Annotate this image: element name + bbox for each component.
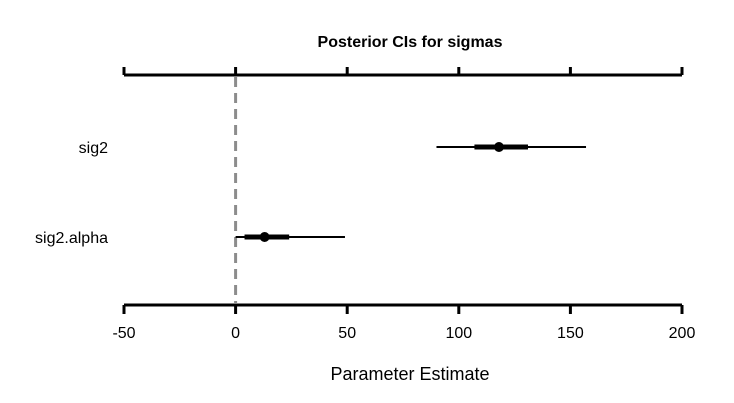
x-tick-label: 50 — [338, 325, 356, 342]
x-tick-label: 100 — [445, 325, 472, 342]
category-label: sig2 — [79, 140, 108, 157]
x-tick-label: -50 — [112, 325, 135, 342]
x-tick-label: 0 — [231, 325, 240, 342]
point-estimate — [494, 142, 504, 152]
chart-title: Posterior CIs for sigmas — [318, 34, 503, 51]
x-axis-label: Parameter Estimate — [330, 364, 489, 384]
point-estimate — [260, 232, 270, 242]
axes: -50 0 50 100 150 200 — [112, 67, 695, 342]
category-label: sig2.alpha — [35, 230, 108, 247]
interval-marks: sig2 sig2.alpha — [35, 140, 586, 247]
x-tick-label: 200 — [669, 325, 696, 342]
x-tick-label: 150 — [557, 325, 584, 342]
